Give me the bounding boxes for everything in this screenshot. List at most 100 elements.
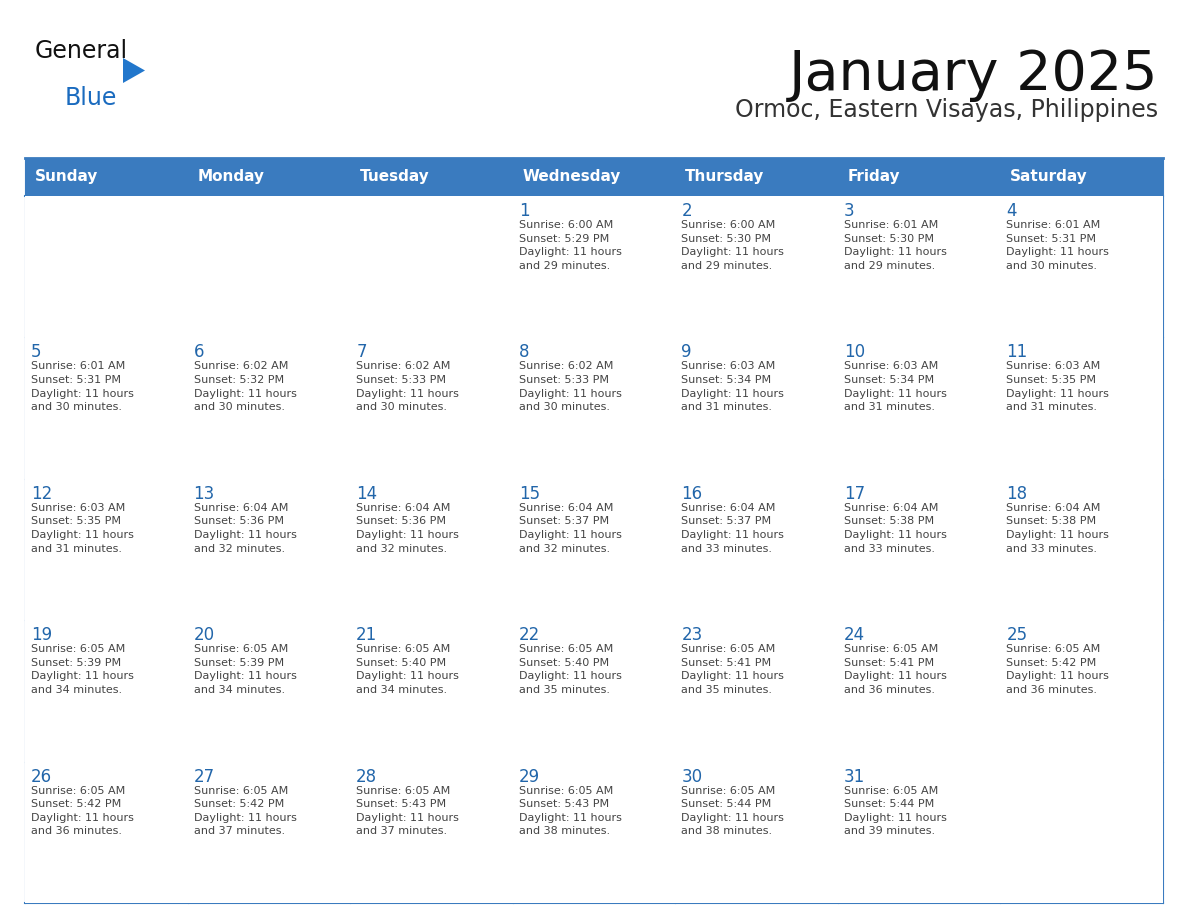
Polygon shape — [124, 58, 145, 83]
Text: General: General — [34, 39, 128, 63]
FancyBboxPatch shape — [188, 621, 350, 762]
FancyBboxPatch shape — [1000, 762, 1163, 903]
Text: 3: 3 — [843, 202, 854, 220]
Text: 25: 25 — [1006, 626, 1028, 644]
Text: 26: 26 — [31, 767, 52, 786]
FancyBboxPatch shape — [1000, 479, 1163, 621]
FancyBboxPatch shape — [675, 621, 838, 762]
FancyBboxPatch shape — [188, 762, 350, 903]
Text: 18: 18 — [1006, 485, 1028, 503]
Text: 6: 6 — [194, 343, 204, 362]
Text: Sunrise: 6:02 AM
Sunset: 5:33 PM
Daylight: 11 hours
and 30 minutes.: Sunrise: 6:02 AM Sunset: 5:33 PM Dayligh… — [519, 362, 621, 412]
Text: Sunrise: 6:04 AM
Sunset: 5:36 PM
Daylight: 11 hours
and 32 minutes.: Sunrise: 6:04 AM Sunset: 5:36 PM Dayligh… — [194, 503, 297, 554]
Text: Sunrise: 6:05 AM
Sunset: 5:39 PM
Daylight: 11 hours
and 34 minutes.: Sunrise: 6:05 AM Sunset: 5:39 PM Dayligh… — [31, 644, 134, 695]
FancyBboxPatch shape — [350, 479, 513, 621]
Text: 31: 31 — [843, 767, 865, 786]
FancyBboxPatch shape — [838, 479, 1000, 621]
FancyBboxPatch shape — [25, 479, 188, 621]
Text: 15: 15 — [519, 485, 539, 503]
FancyBboxPatch shape — [513, 479, 675, 621]
FancyBboxPatch shape — [513, 196, 675, 338]
Text: January 2025: January 2025 — [789, 48, 1158, 102]
Text: Sunrise: 6:01 AM
Sunset: 5:30 PM
Daylight: 11 hours
and 29 minutes.: Sunrise: 6:01 AM Sunset: 5:30 PM Dayligh… — [843, 220, 947, 271]
Text: Sunrise: 6:05 AM
Sunset: 5:44 PM
Daylight: 11 hours
and 39 minutes.: Sunrise: 6:05 AM Sunset: 5:44 PM Dayligh… — [843, 786, 947, 836]
Text: 24: 24 — [843, 626, 865, 644]
Text: 7: 7 — [356, 343, 367, 362]
FancyBboxPatch shape — [1000, 338, 1163, 479]
FancyBboxPatch shape — [838, 158, 1000, 196]
FancyBboxPatch shape — [675, 762, 838, 903]
Text: 16: 16 — [681, 485, 702, 503]
FancyBboxPatch shape — [350, 338, 513, 479]
FancyBboxPatch shape — [188, 196, 350, 338]
Text: 12: 12 — [31, 485, 52, 503]
FancyBboxPatch shape — [350, 762, 513, 903]
Text: Sunrise: 6:03 AM
Sunset: 5:34 PM
Daylight: 11 hours
and 31 minutes.: Sunrise: 6:03 AM Sunset: 5:34 PM Dayligh… — [843, 362, 947, 412]
Text: 9: 9 — [681, 343, 691, 362]
Text: 5: 5 — [31, 343, 42, 362]
Text: 19: 19 — [31, 626, 52, 644]
FancyBboxPatch shape — [838, 621, 1000, 762]
FancyBboxPatch shape — [188, 338, 350, 479]
Text: 22: 22 — [519, 626, 541, 644]
Text: 21: 21 — [356, 626, 378, 644]
Text: 1: 1 — [519, 202, 530, 220]
FancyBboxPatch shape — [25, 338, 188, 479]
Text: Sunrise: 6:03 AM
Sunset: 5:35 PM
Daylight: 11 hours
and 31 minutes.: Sunrise: 6:03 AM Sunset: 5:35 PM Dayligh… — [31, 503, 134, 554]
Text: Sunrise: 6:02 AM
Sunset: 5:33 PM
Daylight: 11 hours
and 30 minutes.: Sunrise: 6:02 AM Sunset: 5:33 PM Dayligh… — [356, 362, 459, 412]
Text: 13: 13 — [194, 485, 215, 503]
Text: 27: 27 — [194, 767, 215, 786]
Text: 29: 29 — [519, 767, 539, 786]
Text: 10: 10 — [843, 343, 865, 362]
FancyBboxPatch shape — [25, 621, 188, 762]
Text: Sunrise: 6:04 AM
Sunset: 5:38 PM
Daylight: 11 hours
and 33 minutes.: Sunrise: 6:04 AM Sunset: 5:38 PM Dayligh… — [843, 503, 947, 554]
Text: Sunrise: 6:03 AM
Sunset: 5:34 PM
Daylight: 11 hours
and 31 minutes.: Sunrise: 6:03 AM Sunset: 5:34 PM Dayligh… — [681, 362, 784, 412]
Text: 20: 20 — [194, 626, 215, 644]
Text: Sunrise: 6:04 AM
Sunset: 5:36 PM
Daylight: 11 hours
and 32 minutes.: Sunrise: 6:04 AM Sunset: 5:36 PM Dayligh… — [356, 503, 459, 554]
Text: Sunrise: 6:05 AM
Sunset: 5:44 PM
Daylight: 11 hours
and 38 minutes.: Sunrise: 6:05 AM Sunset: 5:44 PM Dayligh… — [681, 786, 784, 836]
FancyBboxPatch shape — [188, 479, 350, 621]
Text: Blue: Blue — [65, 86, 118, 110]
FancyBboxPatch shape — [1000, 621, 1163, 762]
FancyBboxPatch shape — [25, 762, 188, 903]
FancyBboxPatch shape — [838, 338, 1000, 479]
Text: Sunrise: 6:05 AM
Sunset: 5:43 PM
Daylight: 11 hours
and 38 minutes.: Sunrise: 6:05 AM Sunset: 5:43 PM Dayligh… — [519, 786, 621, 836]
FancyBboxPatch shape — [838, 196, 1000, 338]
FancyBboxPatch shape — [350, 158, 513, 196]
Text: Sunrise: 6:05 AM
Sunset: 5:42 PM
Daylight: 11 hours
and 36 minutes.: Sunrise: 6:05 AM Sunset: 5:42 PM Dayligh… — [1006, 644, 1110, 695]
Text: Sunrise: 6:05 AM
Sunset: 5:41 PM
Daylight: 11 hours
and 36 minutes.: Sunrise: 6:05 AM Sunset: 5:41 PM Dayligh… — [843, 644, 947, 695]
FancyBboxPatch shape — [25, 158, 188, 196]
Text: 4: 4 — [1006, 202, 1017, 220]
Text: Ormoc, Eastern Visayas, Philippines: Ormoc, Eastern Visayas, Philippines — [735, 98, 1158, 122]
Text: Tuesday: Tuesday — [360, 170, 430, 185]
Text: Sunrise: 6:05 AM
Sunset: 5:42 PM
Daylight: 11 hours
and 37 minutes.: Sunrise: 6:05 AM Sunset: 5:42 PM Dayligh… — [194, 786, 297, 836]
FancyBboxPatch shape — [513, 762, 675, 903]
Text: Sunrise: 6:01 AM
Sunset: 5:31 PM
Daylight: 11 hours
and 30 minutes.: Sunrise: 6:01 AM Sunset: 5:31 PM Dayligh… — [1006, 220, 1110, 271]
FancyBboxPatch shape — [675, 158, 838, 196]
Text: Sunrise: 6:02 AM
Sunset: 5:32 PM
Daylight: 11 hours
and 30 minutes.: Sunrise: 6:02 AM Sunset: 5:32 PM Dayligh… — [194, 362, 297, 412]
Text: Sunrise: 6:05 AM
Sunset: 5:40 PM
Daylight: 11 hours
and 34 minutes.: Sunrise: 6:05 AM Sunset: 5:40 PM Dayligh… — [356, 644, 459, 695]
Text: Sunrise: 6:05 AM
Sunset: 5:43 PM
Daylight: 11 hours
and 37 minutes.: Sunrise: 6:05 AM Sunset: 5:43 PM Dayligh… — [356, 786, 459, 836]
Text: Sunrise: 6:05 AM
Sunset: 5:42 PM
Daylight: 11 hours
and 36 minutes.: Sunrise: 6:05 AM Sunset: 5:42 PM Dayligh… — [31, 786, 134, 836]
Text: Sunrise: 6:04 AM
Sunset: 5:37 PM
Daylight: 11 hours
and 32 minutes.: Sunrise: 6:04 AM Sunset: 5:37 PM Dayligh… — [519, 503, 621, 554]
Text: 23: 23 — [681, 626, 702, 644]
FancyBboxPatch shape — [513, 621, 675, 762]
Text: Wednesday: Wednesday — [523, 170, 621, 185]
FancyBboxPatch shape — [838, 762, 1000, 903]
FancyBboxPatch shape — [675, 479, 838, 621]
Text: 11: 11 — [1006, 343, 1028, 362]
Text: Sunrise: 6:00 AM
Sunset: 5:29 PM
Daylight: 11 hours
and 29 minutes.: Sunrise: 6:00 AM Sunset: 5:29 PM Dayligh… — [519, 220, 621, 271]
Text: 17: 17 — [843, 485, 865, 503]
Text: Sunrise: 6:00 AM
Sunset: 5:30 PM
Daylight: 11 hours
and 29 minutes.: Sunrise: 6:00 AM Sunset: 5:30 PM Dayligh… — [681, 220, 784, 271]
Text: 2: 2 — [681, 202, 691, 220]
Text: Sunrise: 6:04 AM
Sunset: 5:37 PM
Daylight: 11 hours
and 33 minutes.: Sunrise: 6:04 AM Sunset: 5:37 PM Dayligh… — [681, 503, 784, 554]
Text: Sunrise: 6:01 AM
Sunset: 5:31 PM
Daylight: 11 hours
and 30 minutes.: Sunrise: 6:01 AM Sunset: 5:31 PM Dayligh… — [31, 362, 134, 412]
Text: Saturday: Saturday — [1010, 170, 1088, 185]
Text: Sunday: Sunday — [34, 170, 99, 185]
Text: 30: 30 — [681, 767, 702, 786]
Text: 14: 14 — [356, 485, 378, 503]
Text: Sunrise: 6:03 AM
Sunset: 5:35 PM
Daylight: 11 hours
and 31 minutes.: Sunrise: 6:03 AM Sunset: 5:35 PM Dayligh… — [1006, 362, 1110, 412]
FancyBboxPatch shape — [675, 196, 838, 338]
Text: Friday: Friday — [847, 170, 901, 185]
FancyBboxPatch shape — [1000, 158, 1163, 196]
